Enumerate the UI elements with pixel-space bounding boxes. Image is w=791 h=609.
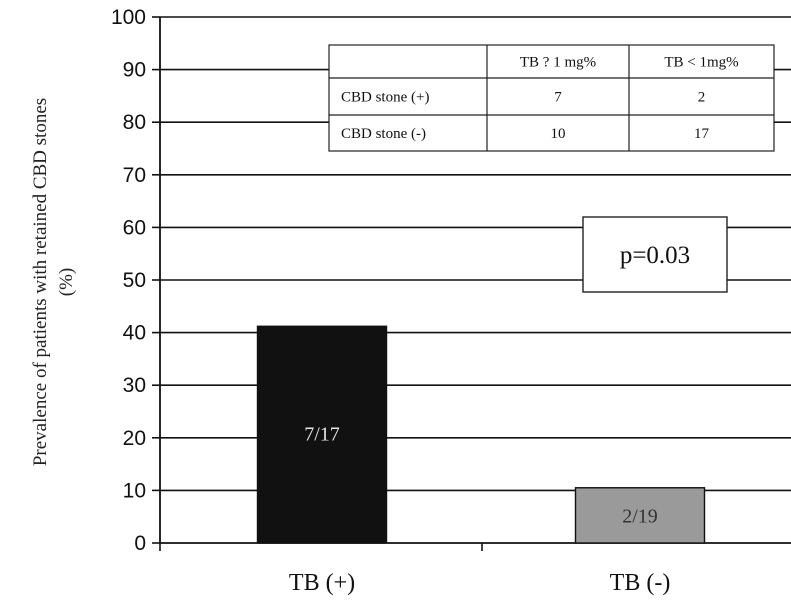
y-tick-label: 10 — [123, 479, 146, 502]
table-cell: 7 — [554, 90, 562, 106]
table-header-cell: TB < 1mg% — [664, 55, 738, 71]
y-tick-label: 50 — [123, 269, 146, 292]
y-tick-label: 30 — [123, 374, 146, 397]
x-category-label: TB (-) — [610, 570, 671, 596]
table-header-cell: TB ? 1 mg% — [520, 55, 596, 71]
data-table — [328, 44, 775, 152]
table-cell: 10 — [551, 126, 566, 142]
p-value-annotation: p=0.03 — [620, 242, 690, 269]
y-tick-label: 70 — [123, 164, 146, 187]
y-tick-label: 60 — [123, 216, 146, 239]
y-tick-label: 100 — [111, 6, 146, 29]
table-row-header: CBD stone (+) — [341, 90, 429, 106]
y-axis-title: Prevalence of patients with retained CBD… — [30, 98, 51, 466]
y-tick-label: 40 — [123, 322, 146, 345]
bar-2 — [574, 487, 706, 544]
bar-1 — [256, 325, 388, 544]
table-row-header: CBD stone (-) — [341, 126, 426, 142]
bar-data-label: 2/19 — [622, 505, 658, 527]
y-tick-label: 80 — [123, 111, 146, 134]
bar-data-label: 7/17 — [304, 423, 340, 445]
table-cell: 2 — [698, 90, 706, 106]
y-tick-label: 90 — [123, 59, 146, 82]
p-value-box — [582, 216, 728, 293]
y-axis-title-unit: (%) — [56, 268, 77, 296]
y-tick-label: 20 — [123, 427, 146, 450]
table-cell: 17 — [694, 126, 710, 142]
y-tick-label: 0 — [134, 532, 146, 555]
x-category-label: TB (+) — [289, 570, 355, 596]
